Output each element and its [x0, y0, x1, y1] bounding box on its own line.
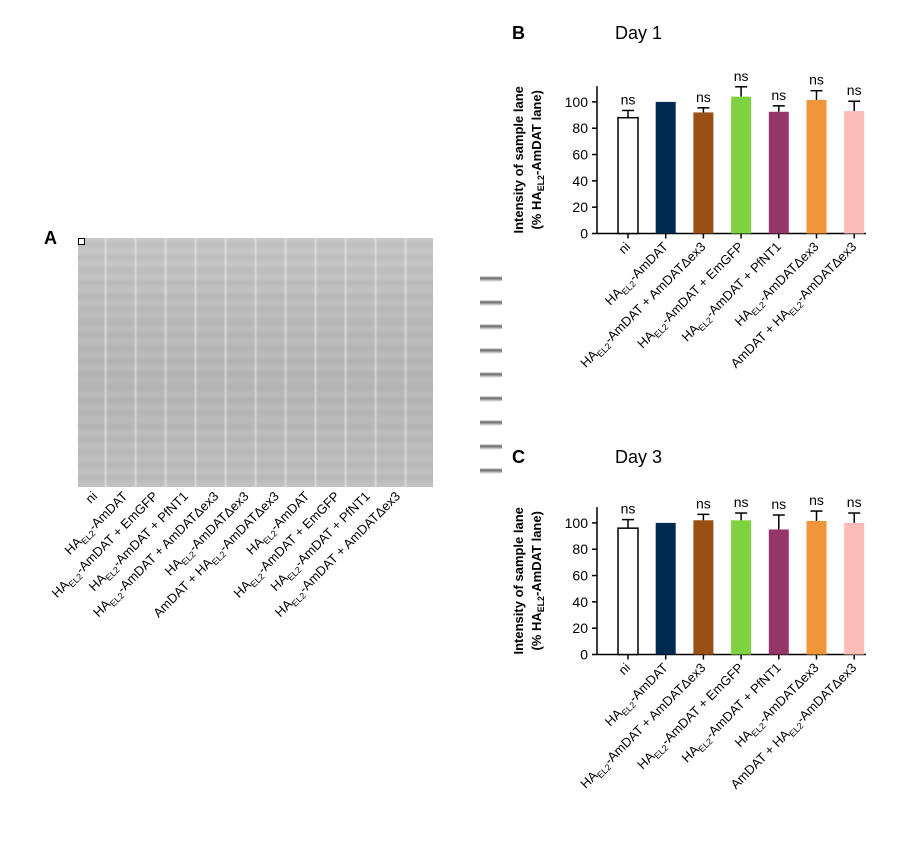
significance-label: ns — [696, 89, 711, 105]
significance-label: ns — [809, 72, 824, 88]
label-subscript: EL2 — [536, 596, 546, 612]
y-tick-label: 20 — [572, 199, 588, 215]
bar — [731, 96, 752, 234]
x-tick-label: ni — [615, 660, 633, 678]
label-subscript: EL2 — [536, 175, 546, 191]
label-part: ni — [615, 660, 633, 678]
y-tick-label: 100 — [565, 515, 589, 531]
y-tick-label: 80 — [572, 120, 588, 136]
y-tick-label: 0 — [580, 647, 588, 663]
bar — [693, 112, 714, 234]
bar — [844, 111, 865, 234]
corner-marker — [78, 238, 85, 245]
significance-label: ns — [621, 501, 636, 517]
significance-label: ns — [734, 68, 749, 84]
bar — [617, 116, 639, 235]
chart-day1: B Day 1 0 20 40 60 80 100 Intensity of sample la… — [511, 23, 866, 371]
bar — [844, 522, 865, 655]
lane-label: ni — [82, 488, 100, 506]
label-part: (% HA — [529, 612, 544, 651]
label-part: ni — [82, 488, 100, 506]
bar — [693, 520, 714, 655]
significance-label: ns — [809, 492, 824, 508]
label-part: -AmDAT lane) — [529, 90, 544, 175]
y-axis-label-units: (% HAEL2-AmDAT lane) — [529, 90, 546, 229]
protein-ladder-lane — [480, 258, 502, 488]
bar — [768, 529, 789, 655]
bar — [655, 101, 676, 234]
chart-day3: C Day 3 0 20 40 60 80 100 Intensity of sample la… — [511, 447, 866, 792]
significance-label: ns — [734, 494, 749, 510]
bar — [806, 99, 827, 234]
y-axis-label: Intensity of sample lane — [511, 507, 526, 654]
y-tick-label: 40 — [572, 594, 588, 610]
x-tick-label: ni — [615, 239, 633, 257]
bar — [617, 527, 639, 656]
y-tick-label: 20 — [572, 620, 588, 636]
bar — [655, 522, 676, 655]
y-tick-label: 0 — [580, 226, 588, 242]
label-part: ni — [615, 239, 633, 257]
bar — [731, 520, 752, 655]
bar — [806, 520, 827, 655]
panel-letter: B — [512, 23, 525, 43]
y-axis-label-units: (% HAEL2-AmDAT lane) — [529, 511, 546, 650]
bar — [768, 111, 789, 234]
significance-label: ns — [847, 494, 862, 510]
significance-label: ns — [696, 495, 711, 511]
label-part: (% HA — [529, 191, 544, 230]
y-axis-label: Intensity of sample lane — [511, 86, 526, 233]
y-tick-label: 60 — [572, 147, 588, 163]
label-part: -AmDAT lane) — [529, 511, 544, 596]
chart-title: Day 3 — [615, 447, 662, 467]
chart-title: Day 1 — [615, 23, 662, 43]
y-tick-label: 40 — [572, 173, 588, 189]
western-blot-image — [78, 238, 502, 488]
significance-label: ns — [847, 82, 862, 98]
panel-a-letter: A — [44, 228, 57, 248]
panel-letter: C — [512, 447, 525, 467]
significance-label: ns — [771, 496, 786, 512]
y-tick-label: 80 — [572, 541, 588, 557]
significance-label: ns — [771, 87, 786, 103]
y-tick-label: 60 — [572, 568, 588, 584]
significance-label: ns — [621, 91, 636, 107]
y-tick-label: 100 — [565, 94, 589, 110]
